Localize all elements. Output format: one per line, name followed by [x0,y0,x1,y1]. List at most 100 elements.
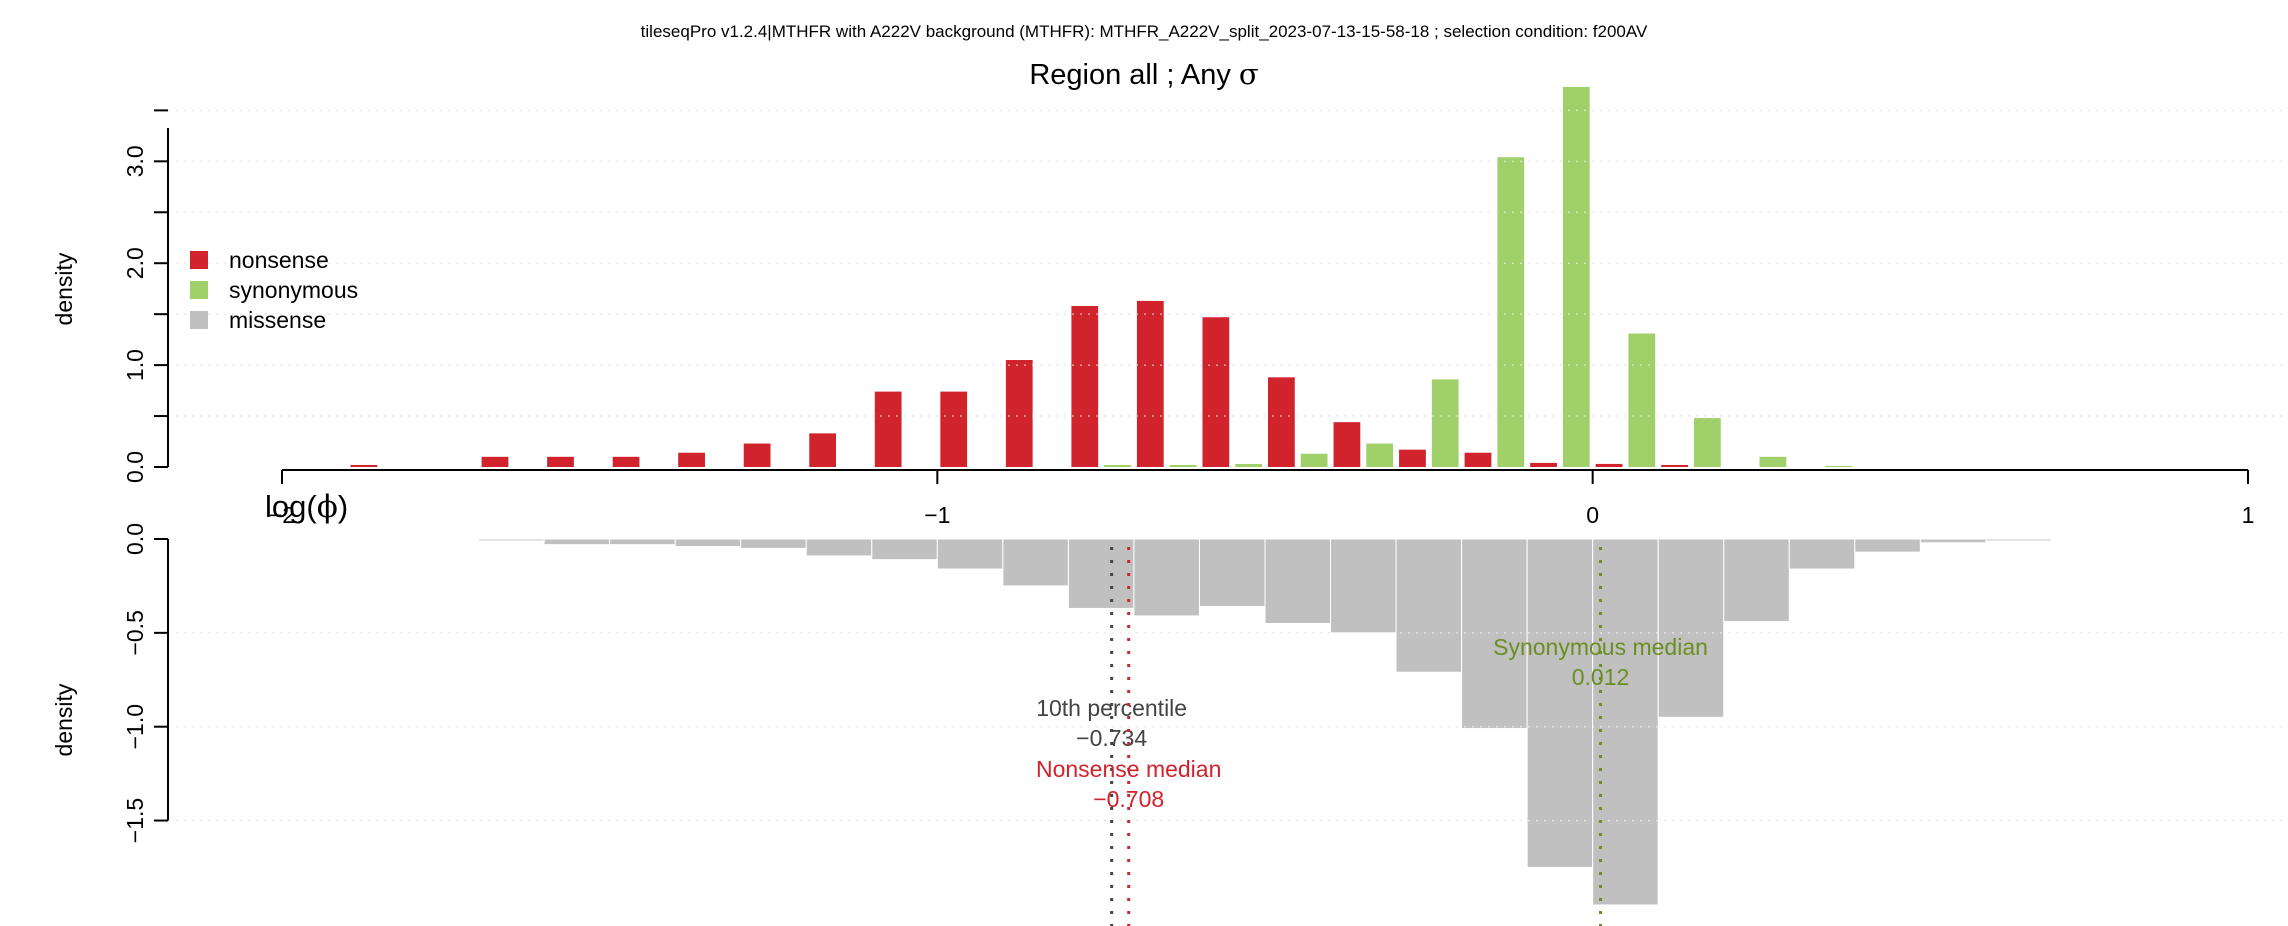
bottom-y-tick-label: 0.0 [122,523,148,555]
x-axis-label: log(ϕ) [265,489,348,525]
bar-synonymous-20 [1693,418,1721,467]
bar-missense-21 [1788,538,1856,570]
median-annotations: 10th percentile −0.734 Nonsense median −0.7… [1036,547,1708,926]
figure-title: tileseqPro v1.2.4|MTHFR with A222V backg… [641,22,1648,41]
bar-missense-8 [936,538,1004,570]
bottom-y-tick-label: −1.5 [122,798,148,843]
bar-missense-4 [674,538,742,548]
bar-synonymous-22 [1825,465,1852,467]
bar-synonymous-19 [1628,333,1656,467]
top-panel-bars [168,86,2288,468]
bar-missense-1 [478,538,545,542]
bottom-y-axis-label: density [51,683,77,756]
x-axis: −2 −1 0 1 [269,469,2255,528]
bar-nonsense-10 [1005,360,1033,467]
bar-missense-5 [740,538,807,549]
bar-missense-22 [1854,538,1921,553]
sigma-symbol: σ [1239,57,1259,91]
annotation-label-1: Nonsense median [1036,756,1221,782]
bar-nonsense-8 [874,391,902,467]
bar-synonymous-13 [1235,463,1262,467]
x-tick-label: 1 [2242,502,2255,528]
annotation-label-0: 10th percentile [1036,695,1187,721]
bar-nonsense-13 [1202,317,1230,467]
bar-missense-7 [871,538,938,561]
annotation-label-2: Synonymous median [1493,634,1708,660]
bottom-panel-bars [168,538,2288,906]
bar-nonsense-15 [1333,422,1361,467]
top-panel-y-axis: 0.0 1.0 2.0 3.0 [122,109,169,483]
legend-label-missense: missense [229,307,326,333]
bar-synonymous-17 [1497,157,1525,467]
bar-missense-24 [1985,538,2052,542]
bar-missense-11 [1133,538,1200,617]
bar-nonsense-2 [481,456,509,467]
phi-symbol: ϕ [317,489,338,525]
bar-synonymous-14 [1300,453,1328,467]
bar-nonsense-19 [1595,463,1623,467]
subtitle-text: Region all ; Any [1029,59,1239,91]
bar-synonymous-18 [1562,86,1590,468]
top-y-tick-label: 1.0 [122,349,148,381]
bar-nonsense-4 [612,456,640,467]
annotation-value-2: 0.012 [1572,664,1630,690]
bottom-y-tick-label: −0.5 [122,610,148,655]
legend-swatch-missense [190,311,208,329]
bar-nonsense-11 [1071,306,1099,467]
bar-nonsense-9 [940,391,968,467]
bar-nonsense-5 [678,452,705,467]
x-tick-label: −2 [269,502,295,528]
bar-synonymous-15 [1366,443,1394,467]
top-y-axis-label: density [51,252,77,325]
bar-synonymous-21 [1759,456,1787,467]
bar-missense-3 [609,538,676,546]
legend-swatch-synonymous [190,281,208,299]
bar-nonsense-18 [1530,462,1557,467]
bar-nonsense-17 [1464,452,1492,467]
annotation-value-0: −0.734 [1076,725,1147,751]
bar-missense-14 [1330,538,1397,634]
bar-missense-23 [1919,538,1987,544]
bar-nonsense-20 [1661,464,1688,467]
bar-nonsense-3 [547,456,574,467]
bar-synonymous-16 [1431,379,1459,467]
bar-missense-13 [1264,538,1332,624]
bottom-y-tick-label: −1.0 [122,704,148,749]
bar-missense-10 [1067,538,1135,609]
figure-subtitle: Region all ; Any σ [1029,57,1258,91]
x-axis-label-close: ) [338,489,348,524]
legend-label-synonymous: synonymous [229,277,358,303]
bar-synonymous-12 [1169,464,1197,467]
bar-missense-16 [1461,538,1528,730]
bar-nonsense-7 [809,433,837,467]
top-y-tick-label: 2.0 [122,247,148,279]
bar-nonsense-14 [1268,377,1295,467]
bar-nonsense-0 [350,464,378,467]
bar-missense-9 [1002,538,1069,587]
bar-missense-6 [805,538,873,557]
bar-missense-12 [1198,538,1266,608]
annotation-value-1: −0.708 [1093,786,1164,812]
bar-missense-25 [2050,538,2118,541]
bar-missense-0 [412,538,480,541]
bar-missense-17 [1526,538,1594,868]
bar-missense-19 [1657,538,1725,718]
x-tick-label: −1 [924,502,950,528]
legend-swatch-nonsense [190,251,208,269]
x-tick-label: 0 [1586,502,1599,528]
bar-missense-2 [543,538,611,546]
bar-nonsense-12 [1136,300,1164,467]
bar-nonsense-6 [743,443,771,467]
bar-missense-18 [1592,538,1659,906]
bar-synonymous-11 [1104,464,1131,467]
bar-missense-15 [1395,538,1463,673]
bar-missense-20 [1723,538,1790,623]
top-y-tick-label: 3.0 [122,145,148,177]
bottom-panel-y-axis: 0.0 −0.5 −1.0 −1.5 [122,523,169,843]
legend-label-nonsense: nonsense [229,247,329,273]
top-y-tick-label: 0.0 [122,451,148,483]
bar-nonsense-16 [1399,449,1426,467]
legend: nonsense synonymous missense [190,247,358,333]
x-axis-label-text: log( [265,489,317,524]
